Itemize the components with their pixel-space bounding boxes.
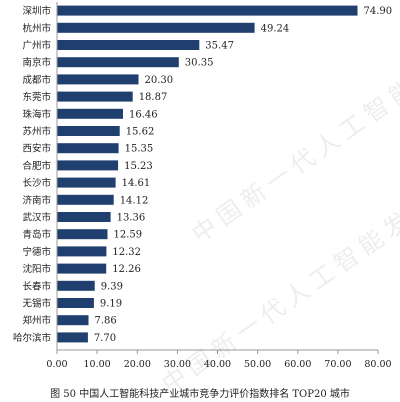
bar [57, 143, 119, 154]
value-label: 13.36 [117, 213, 146, 224]
value-label: 15.23 [124, 161, 153, 172]
category-label: 珠海市 [22, 108, 51, 120]
x-tick-label: 70.00 [324, 359, 351, 370]
value-label: 15.35 [125, 144, 154, 155]
category-label: 苏州市 [22, 126, 51, 138]
category-label: 广州市 [22, 40, 51, 52]
category-label: 济南市 [22, 194, 51, 206]
bar [57, 332, 88, 343]
bar-chart: 深圳市 74.90 杭州市 49.24 广州市 35.47 南京市 30.35 成都市 20.30… [13, 2, 392, 370]
category-label: 深圳市 [22, 5, 51, 17]
value-label: 7.86 [95, 316, 117, 327]
value-label: 20.30 [145, 75, 174, 86]
bar [57, 22, 255, 33]
x-tick-label: 0.00 [46, 359, 67, 370]
value-label: 15.62 [126, 127, 155, 138]
category-label: 宁德市 [22, 246, 51, 258]
category-label: 杭州市 [22, 22, 51, 34]
value-label: 7.70 [94, 333, 116, 344]
category-label: 合肥市 [22, 160, 51, 172]
bar [57, 263, 107, 274]
x-tick-label: 80.00 [364, 359, 391, 370]
axis-group: 0.00 10.00 20.00 30.00 40.00 50.00 60.00 70.00 8… [46, 2, 392, 370]
category-label: 青岛市 [22, 229, 51, 241]
category-label: 西安市 [22, 143, 51, 155]
bar [57, 40, 200, 50]
category-label: 长沙市 [22, 177, 51, 189]
bar [57, 91, 133, 102]
value-label: 14.61 [122, 178, 151, 189]
bar [57, 160, 119, 171]
bar [57, 315, 89, 326]
bar [57, 5, 358, 16]
x-tick-label: 20.00 [124, 359, 151, 370]
value-label: 9.19 [100, 299, 122, 310]
category-label: 无锡市 [22, 298, 51, 310]
figure-caption: 图 50 中国人工智能科技产业城市竞争力评价指数排名 TOP20 城市 [50, 389, 350, 400]
bar [57, 212, 111, 222]
bar [57, 74, 139, 85]
category-label: 哈尔滨市 [13, 332, 52, 344]
value-label: 16.46 [129, 109, 158, 120]
category-label: 武汉市 [22, 212, 51, 224]
value-label: 74.90 [364, 6, 393, 17]
category-label: 成都市 [22, 74, 51, 86]
value-label: 30.35 [185, 58, 214, 69]
bar [57, 280, 95, 291]
category-label: 东莞市 [22, 91, 51, 103]
bar [57, 298, 94, 308]
bar [57, 246, 107, 257]
x-tick-label: 30.00 [164, 359, 191, 370]
value-label: 12.26 [112, 264, 141, 275]
category-label: 南京市 [22, 57, 51, 69]
category-label: 郑州市 [22, 315, 51, 327]
value-label: 12.32 [112, 247, 141, 258]
category-label: 长春市 [22, 280, 51, 292]
x-tick-label: 60.00 [284, 359, 311, 370]
value-label: 35.47 [205, 41, 234, 52]
value-label: 49.24 [261, 23, 290, 34]
value-label: 14.12 [120, 195, 149, 206]
bar [57, 108, 123, 119]
value-label: 12.59 [114, 230, 143, 241]
x-tick-label: 10.00 [83, 359, 110, 370]
bar [57, 126, 120, 136]
bar [57, 57, 179, 68]
category-label: 沈阳市 [22, 263, 51, 275]
bar [57, 177, 116, 188]
value-label: 18.87 [139, 92, 168, 103]
bars-group: 深圳市 74.90 杭州市 49.24 广州市 35.47 南京市 30.35 成都市 20.30… [13, 5, 392, 344]
x-tick-label: 40.00 [204, 359, 231, 370]
value-label: 9.39 [101, 281, 123, 292]
bar [57, 194, 114, 205]
bar [57, 229, 108, 240]
x-tick-label: 50.00 [244, 359, 271, 370]
